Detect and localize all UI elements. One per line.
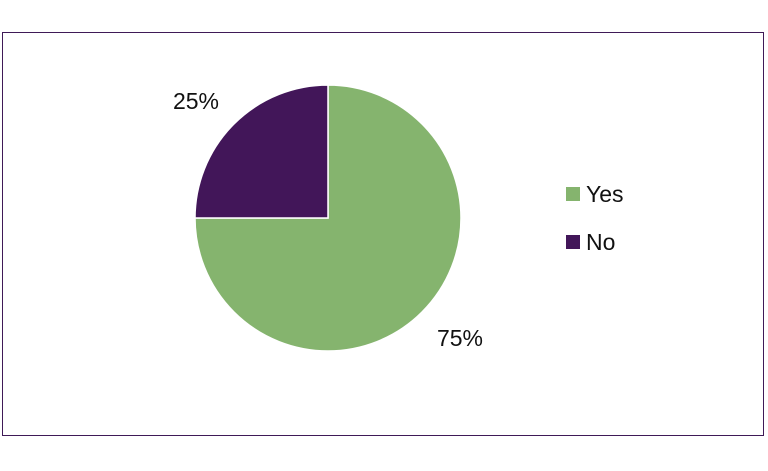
pie-slice-no	[194, 84, 329, 219]
pie-slices	[194, 84, 462, 352]
data-label-no: 25%	[173, 88, 219, 114]
legend-label-no: No	[586, 228, 616, 255]
legend: Yes No	[566, 180, 624, 276]
legend-item-yes: Yes	[566, 180, 624, 208]
legend-swatch-no	[566, 235, 580, 249]
legend-label-yes: Yes	[586, 180, 624, 207]
data-label-yes: 75%	[437, 325, 483, 351]
legend-item-no: No	[566, 228, 624, 256]
legend-swatch-yes	[566, 187, 580, 201]
